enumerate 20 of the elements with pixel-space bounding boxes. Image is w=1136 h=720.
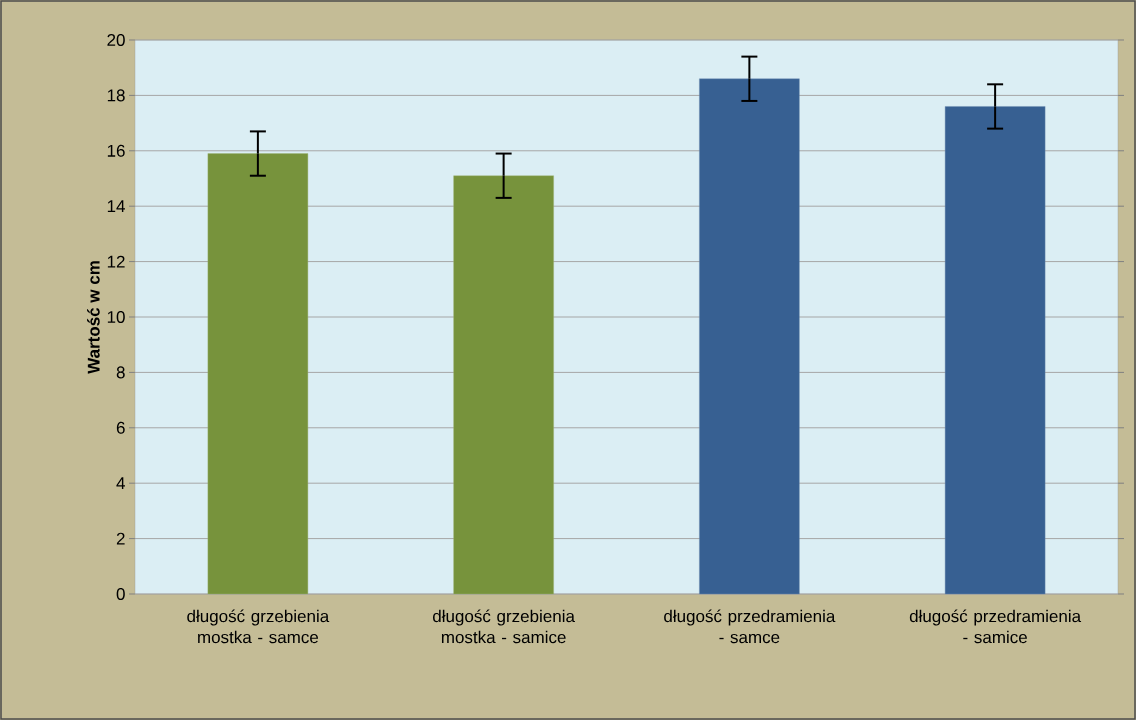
y-axis-title: Wartość w cm — [87, 261, 100, 374]
y-tick-label: 14 — [107, 200, 125, 213]
y-tick-label: 12 — [107, 255, 125, 268]
y-tick-label: 16 — [107, 144, 125, 157]
y-tick-label: 8 — [116, 366, 125, 379]
x-tick-label: długość grzebienia mostka - samice — [433, 609, 575, 644]
y-tick-label: 2 — [116, 532, 125, 545]
x-tick-label: długość przedramienia - samce — [664, 609, 836, 644]
bar — [453, 175, 554, 595]
x-tick-label: długość grzebienia mostka - samce — [187, 609, 330, 644]
bar — [207, 153, 309, 595]
y-tick-label: 6 — [116, 421, 125, 434]
y-tick-label: 0 — [116, 587, 125, 601]
bar — [944, 106, 1046, 595]
y-tick-label: 4 — [116, 477, 125, 490]
bar — [699, 78, 800, 595]
y-tick-label: 20 — [107, 33, 125, 47]
y-tick-label: 18 — [107, 89, 125, 102]
x-tick-label: długość przedramienia - samice — [909, 609, 1082, 644]
y-tick-label: 10 — [107, 310, 125, 324]
